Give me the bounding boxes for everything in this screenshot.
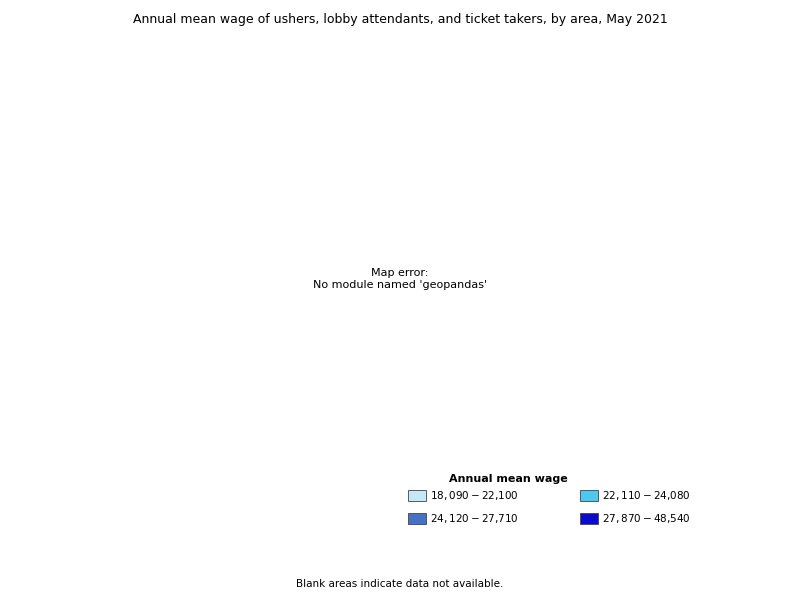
Text: Annual mean wage: Annual mean wage — [449, 474, 567, 484]
Text: $27,870 - $48,540: $27,870 - $48,540 — [602, 512, 691, 525]
Text: Blank areas indicate data not available.: Blank areas indicate data not available. — [296, 579, 504, 589]
Text: $24,120 - $27,710: $24,120 - $27,710 — [430, 512, 519, 525]
Text: $22,110 - $24,080: $22,110 - $24,080 — [602, 489, 691, 502]
Text: Annual mean wage of ushers, lobby attendants, and ticket takers, by area, May 20: Annual mean wage of ushers, lobby attend… — [133, 13, 667, 26]
Text: $18,090 - $22,100: $18,090 - $22,100 — [430, 489, 519, 502]
Text: Map error:
No module named 'geopandas': Map error: No module named 'geopandas' — [313, 268, 487, 290]
